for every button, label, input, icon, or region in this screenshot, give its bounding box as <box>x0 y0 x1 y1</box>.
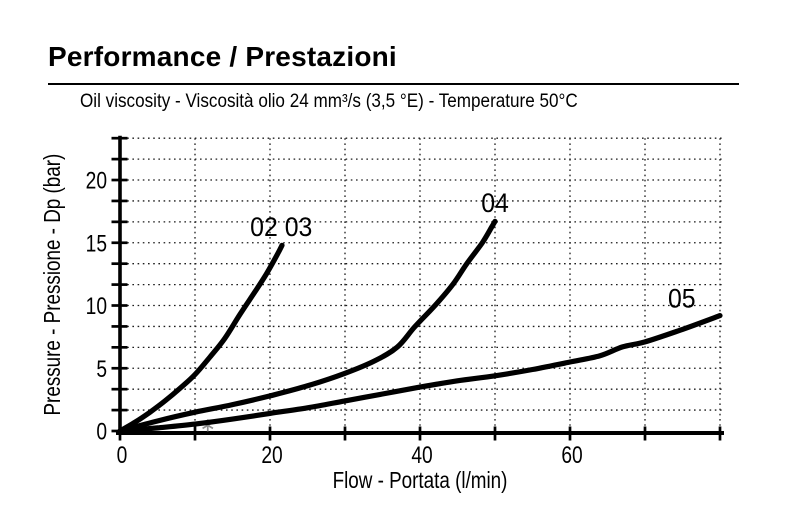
page-title: Performance / Prestazioni <box>48 41 397 72</box>
curve-label-05: 05 <box>668 285 696 314</box>
y-tick-label-0: 0 <box>96 417 107 445</box>
curve-05 <box>117 313 723 434</box>
y-axis-title: Pressure - Pressione - Dp (bar) <box>40 154 65 416</box>
y-tick-label-10: 10 <box>86 292 107 320</box>
x-tick-label-60: 60 <box>561 441 582 469</box>
curve-04 <box>117 218 498 434</box>
curve-02-03 <box>117 242 285 434</box>
y-tick-label-20: 20 <box>86 166 107 194</box>
x-axis-title: Flow - Portata (l/min) <box>333 468 508 493</box>
chart-subtitle: Oil viscosity - Viscosità olio 24 mm³/s … <box>80 91 578 112</box>
x-tick-label-0: 0 <box>117 441 128 469</box>
curve-label-02-03: 02 03 <box>250 213 312 242</box>
title-underline <box>48 83 739 85</box>
x-tick-label-20: 20 <box>261 441 282 469</box>
y-tick-label-5: 5 <box>96 355 107 383</box>
curve-label-04: 04 <box>481 189 509 218</box>
x-tick-label-40: 40 <box>411 441 432 469</box>
y-tick-label-15: 15 <box>86 229 107 257</box>
